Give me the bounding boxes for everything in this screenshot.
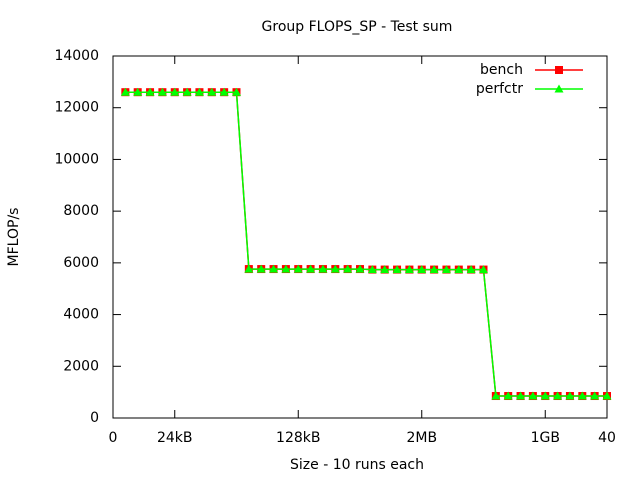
triangle-marker bbox=[120, 87, 130, 96]
triangle-marker bbox=[590, 391, 600, 400]
series-line bbox=[125, 91, 607, 397]
x-axis-label: Size - 10 runs each bbox=[290, 457, 424, 473]
triangle-marker bbox=[232, 87, 241, 96]
y-tick-label: 14000 bbox=[54, 48, 99, 64]
triangle-marker bbox=[516, 391, 526, 400]
square-marker bbox=[555, 66, 563, 74]
triangle-marker bbox=[244, 264, 254, 273]
triangle-marker bbox=[318, 264, 328, 273]
triangle-marker bbox=[554, 84, 564, 93]
x-tick-label: 2MB bbox=[406, 430, 437, 446]
triangle-marker bbox=[528, 391, 538, 400]
triangle-marker bbox=[503, 391, 513, 400]
triangle-marker bbox=[417, 265, 427, 274]
x-tick-label: 40 bbox=[598, 430, 616, 446]
y-tick-label: 8000 bbox=[63, 203, 99, 219]
triangle-marker bbox=[306, 264, 316, 273]
triangle-marker bbox=[182, 87, 192, 96]
triangle-marker bbox=[170, 87, 180, 96]
triangle-marker bbox=[380, 265, 390, 274]
x-tick-label: 24kB bbox=[157, 430, 193, 446]
y-tick-label: 6000 bbox=[63, 255, 99, 271]
plot-frame bbox=[112, 55, 608, 419]
triangle-marker bbox=[553, 391, 563, 400]
y-tick-label: 0 bbox=[90, 410, 99, 426]
triangle-marker bbox=[133, 87, 143, 96]
x-tick-label: 0 bbox=[109, 430, 118, 446]
y-tick-label: 4000 bbox=[63, 307, 99, 323]
triangle-marker bbox=[269, 264, 279, 273]
triangle-marker bbox=[281, 264, 291, 273]
chart-title: Group FLOPS_SP - Test sum bbox=[262, 19, 453, 35]
x-tick-label: 1GB bbox=[531, 430, 560, 446]
triangle-marker bbox=[207, 87, 217, 96]
triangle-marker bbox=[293, 264, 303, 273]
legend-label: perfctr bbox=[476, 81, 523, 97]
triangle-marker bbox=[145, 87, 155, 96]
y-tick-label: 10000 bbox=[54, 151, 99, 167]
triangle-marker bbox=[491, 391, 501, 400]
triangle-marker bbox=[577, 391, 587, 400]
y-tick-label: 12000 bbox=[54, 100, 99, 116]
legend-label: bench bbox=[480, 62, 523, 78]
triangle-marker bbox=[466, 265, 476, 274]
triangle-marker bbox=[565, 391, 575, 400]
triangle-marker bbox=[330, 264, 340, 273]
triangle-marker bbox=[404, 265, 414, 274]
triangle-marker bbox=[219, 87, 229, 96]
x-tick-label: 128kB bbox=[276, 430, 320, 446]
triangle-marker bbox=[479, 265, 488, 274]
triangle-marker bbox=[194, 87, 204, 96]
triangle-marker bbox=[540, 391, 550, 400]
y-tick-label: 2000 bbox=[63, 358, 99, 374]
triangle-marker bbox=[157, 87, 167, 96]
triangle-marker bbox=[429, 265, 439, 274]
triangle-marker bbox=[454, 265, 464, 274]
y-axis-label: MFLOP/s bbox=[6, 208, 22, 267]
triangle-marker bbox=[602, 391, 612, 400]
triangle-marker bbox=[441, 265, 451, 274]
triangle-marker bbox=[256, 264, 266, 273]
triangle-marker bbox=[343, 264, 353, 273]
triangle-marker bbox=[392, 265, 402, 274]
triangle-marker bbox=[367, 265, 377, 274]
triangle-marker bbox=[355, 264, 365, 273]
